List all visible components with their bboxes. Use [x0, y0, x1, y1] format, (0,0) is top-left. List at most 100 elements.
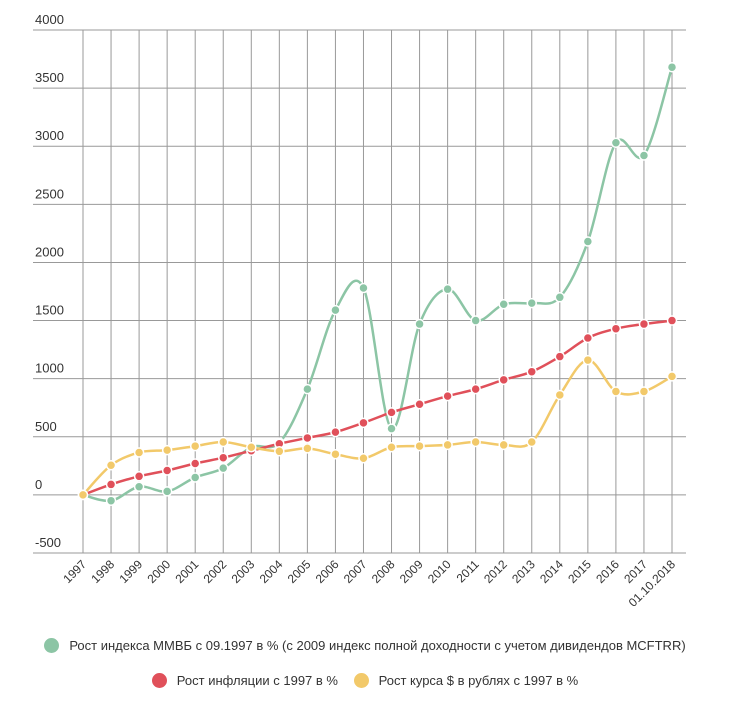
y-tick-label: 2000	[35, 244, 64, 259]
data-point-1	[498, 374, 509, 386]
line-chart: -500 0 500 1000 1500 2000 2500 3000 3500 4000 1997…	[33, 12, 686, 610]
data-point-1	[330, 426, 341, 438]
data-point-0	[610, 137, 622, 148]
data-point-0	[442, 283, 453, 295]
legend-item-usd[interactable]: Рост курса $ в рублях с 1997 в %	[353, 673, 579, 688]
x-tick-label: 2005	[285, 557, 314, 586]
data-point-0	[302, 383, 313, 395]
data-point-2	[442, 439, 453, 451]
data-point-2	[77, 489, 89, 501]
x-tick-label: 2010	[425, 557, 454, 586]
data-point-0	[330, 304, 341, 316]
data-point-2	[330, 448, 341, 460]
data-point-2	[582, 354, 594, 366]
data-point-1	[161, 465, 173, 476]
data-point-2	[666, 371, 678, 382]
data-point-1	[526, 366, 538, 377]
data-point-2	[302, 443, 313, 454]
data-point-1	[386, 407, 397, 418]
legend-item-mmvb[interactable]: Рост индекса ММВБ с 09.1997 в % (с 2009 …	[44, 638, 686, 653]
data-point-0	[133, 481, 145, 493]
x-tick-label: 2004	[257, 557, 286, 586]
y-tick-label: 4000	[35, 12, 64, 27]
y-tick-label: 1000	[35, 361, 64, 376]
legend-label: Рост курса $ в рублях с 1997 в %	[378, 673, 579, 688]
data-point-2	[246, 441, 257, 453]
data-point-0	[638, 150, 650, 161]
x-tick-label: 2008	[369, 557, 398, 586]
data-point-2	[105, 460, 117, 471]
data-point-2	[554, 389, 566, 401]
data-point-1	[666, 315, 678, 326]
data-point-2	[161, 444, 173, 456]
y-tick-label: 0	[35, 477, 42, 492]
data-point-0	[582, 236, 594, 247]
data-point-2	[386, 441, 397, 453]
data-point-2	[274, 446, 285, 457]
data-point-1	[414, 398, 425, 410]
data-point-0	[189, 472, 201, 483]
x-tick-label: 2003	[229, 557, 258, 586]
series-line-0	[82, 66, 674, 503]
y-tick-label: 500	[35, 419, 57, 434]
data-point-0	[414, 318, 425, 330]
data-point-1	[133, 471, 145, 482]
legend-label: Рост инфляции с 1997 в %	[176, 673, 338, 688]
data-point-0	[526, 297, 538, 309]
legend-row-2: Рост инфляции с 1997 в % Рост курса $ в …	[0, 673, 730, 691]
x-tick-label: 2000	[144, 557, 173, 586]
data-point-1	[105, 479, 117, 490]
data-point-0	[217, 462, 229, 474]
data-point-1	[582, 332, 594, 344]
legend-item-inflation[interactable]: Рост инфляции с 1997 в %	[151, 673, 338, 688]
data-point-0	[666, 61, 678, 73]
data-point-0	[105, 495, 117, 506]
legend-row-1: Рост индекса ММВБ с 09.1997 в % (с 2009 …	[0, 638, 730, 656]
data-point-2	[638, 386, 650, 397]
y-tick-label: 3500	[35, 70, 64, 85]
legend-label: Рост индекса ММВБ с 09.1997 в % (с 2009 …	[69, 638, 686, 653]
data-point-1	[554, 351, 566, 362]
legend-marker	[353, 673, 369, 688]
x-tick-label: 2014	[537, 557, 566, 586]
data-point-1	[358, 417, 369, 429]
data-point-1	[302, 432, 313, 444]
x-tick-label: 2002	[201, 557, 230, 586]
data-point-1	[470, 383, 481, 395]
x-tick-label: 1999	[116, 557, 145, 586]
x-tick-label: 2007	[341, 557, 370, 586]
x-tick-label: 1998	[88, 557, 117, 586]
y-tick-label: 2500	[35, 186, 64, 201]
data-point-0	[498, 299, 509, 310]
x-tick-label: 2009	[397, 557, 426, 586]
x-tick-label: 2001	[173, 557, 202, 586]
x-tick-label: 1997	[60, 557, 89, 586]
data-point-2	[526, 436, 538, 448]
data-point-0	[161, 486, 173, 497]
x-tick-label: 2011	[454, 557, 482, 585]
y-tick-label: 1500	[35, 303, 64, 318]
data-point-2	[610, 386, 622, 397]
data-point-2	[498, 439, 509, 451]
series-line-2	[82, 358, 673, 496]
y-tick-label: -500	[35, 535, 61, 550]
data-point-2	[470, 436, 481, 448]
legend-marker	[151, 673, 167, 688]
x-tick-label: 2013	[509, 557, 538, 586]
y-tick-label: 3000	[35, 128, 64, 143]
x-tick-label: 2012	[481, 557, 510, 586]
x-tick-label: 2015	[565, 557, 594, 586]
legend-marker	[44, 638, 60, 653]
data-point-1	[638, 318, 650, 330]
data-point-2	[133, 447, 145, 458]
data-point-2	[358, 453, 369, 464]
data-point-0	[358, 282, 369, 294]
data-point-2	[189, 440, 201, 452]
data-point-0	[470, 315, 481, 326]
data-point-0	[554, 292, 566, 303]
data-point-1	[189, 458, 201, 469]
series-line-1	[82, 319, 673, 497]
data-point-1	[610, 323, 622, 334]
x-tick-label: 2016	[593, 557, 622, 586]
data-point-1	[217, 452, 229, 463]
